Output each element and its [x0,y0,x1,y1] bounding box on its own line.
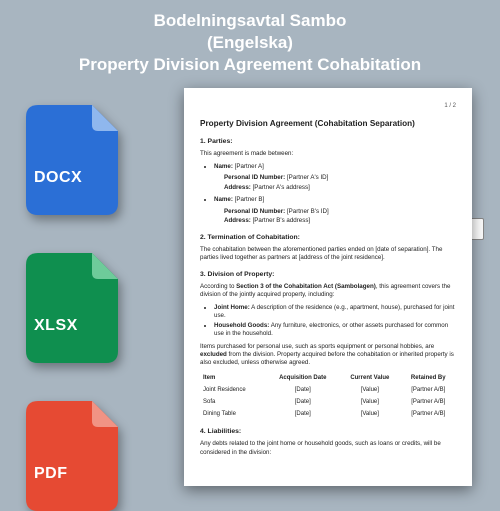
side-tab-edge [472,218,484,240]
title-line-3: Property Division Agreement Cohabitation [10,54,490,76]
col-item: Item [200,372,266,384]
table-row: Sofa [Date] [Value] [Partner A/B] [200,396,456,408]
xlsx-label: XLSX [34,317,78,335]
title-line-2: (Engelska) [10,32,490,54]
document-preview: 1 / 2 Property Division Agreement (Cohab… [184,88,472,486]
liabilities-body: Any debts related to the joint home or h… [200,440,456,457]
termination-body: The cohabitation between the aforementio… [200,246,456,263]
col-acq: Acquisition Date [266,372,339,384]
section-liabilities-heading: 4. Liabilities: [200,427,456,436]
col-ret: Retained By [401,372,456,384]
file-type-icons: DOCX XLSX PDF [26,105,118,511]
exclusion-note: Items purchased for personal use, such a… [200,343,456,368]
table-row: Joint Residence [Date] [Value] [Partner … [200,384,456,396]
docx-file-icon: DOCX [26,105,118,215]
property-table: Item Acquisition Date Current Value Reta… [200,372,456,420]
col-val: Current Value [339,372,400,384]
parties-intro: This agreement is made between: [200,150,456,158]
section-termination-heading: 2. Termination of Cohabitation: [200,233,456,242]
section-parties-heading: 1. Parties: [200,137,456,146]
doc-title: Property Division Agreement (Cohabitatio… [200,118,456,129]
section-division-heading: 3. Division of Property: [200,270,456,279]
docx-label: DOCX [34,169,82,187]
pdf-label: PDF [34,465,68,483]
table-row: Dining Table [Date] [Value] [Partner A/B… [200,408,456,420]
parties-list: Name: [Partner A] Personal ID Number: [P… [214,163,456,226]
division-list: Joint Home: A description of the residen… [214,304,456,339]
xlsx-file-icon: XLSX [26,253,118,363]
title-line-1: Bodelningsavtal Sambo [10,10,490,32]
division-intro: According to Section 3 of the Cohabitati… [200,283,456,300]
pdf-file-icon: PDF [26,401,118,511]
page-number: 1 / 2 [200,102,456,110]
page-header: Bodelningsavtal Sambo (Engelska) Propert… [0,0,500,82]
